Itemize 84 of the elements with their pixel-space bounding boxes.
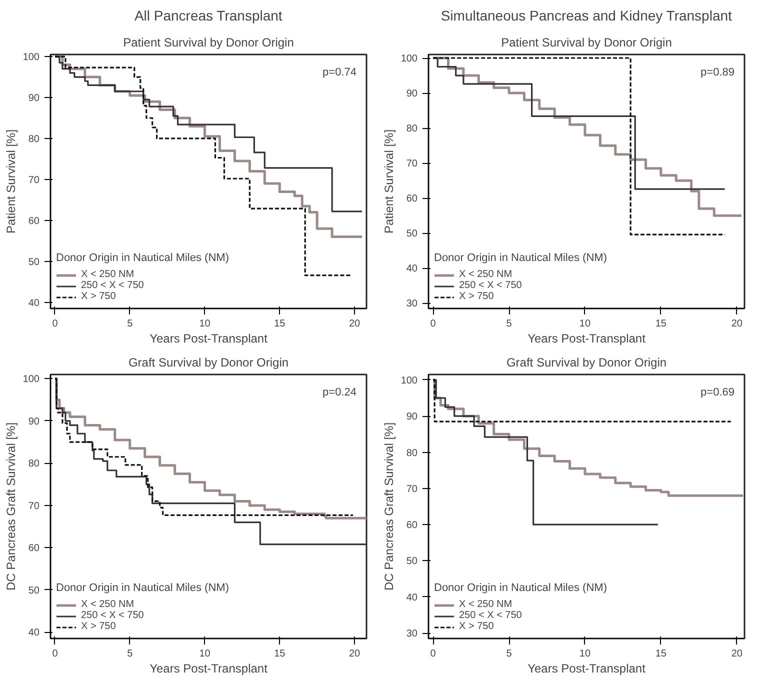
y-tick-label: 80 [28,458,40,470]
y-tick-label: 100 [22,52,40,64]
x-tick-label: 20 [731,318,743,330]
y-tick-label: 70 [406,484,418,495]
x-tick-label: 10 [579,318,591,330]
x-tick-label: 15 [274,318,286,330]
x-axis-title: Years Post-Transplant [528,662,646,676]
x-tick-label: 20 [348,318,361,330]
annotation: p=0.69 [700,386,734,398]
x-tick-label: 5 [127,318,134,330]
y-tick-label: 50 [406,228,418,240]
legend-label: X > 750 [81,291,116,302]
x-tick-label: 15 [655,318,667,330]
chart-title: Graft Survival by Donor Origin [506,356,667,370]
legend-label: 250 < X < 750 [459,280,522,291]
x-axis-title: Years Post-Transplant [528,332,646,346]
y-tick-label: 40 [28,628,40,639]
y-tick-label: 40 [28,298,40,309]
y-tick-label: 90 [28,93,40,104]
y-tick-label: 80 [406,124,418,135]
y-tick-label: 90 [406,412,418,423]
y-tick-label: 100 [400,54,418,65]
annotation: p=0.89 [700,66,734,78]
y-tick-label: 60 [406,520,418,532]
legend-label: 250 < X < 750 [81,610,144,621]
y-tick-label: 100 [400,375,418,386]
y-axis-title: DC Pancreas Graft Survival [%] [382,422,396,591]
y-tick-label: 40 [406,592,418,604]
y-tick-label: 40 [406,264,418,275]
y-tick-label: 90 [28,416,40,428]
y-axis-title: DC Pancreas Graft Survival [%] [4,422,18,591]
x-tick-label: 20 [348,648,361,660]
x-tick-label: 0 [430,648,436,660]
x-tick-label: 0 [52,648,58,660]
x-axis-title: Years Post-Transplant [150,662,268,676]
x-tick-label: 5 [127,648,134,660]
y-tick-label: 70 [28,500,40,512]
y-tick-label: 50 [28,585,40,596]
y-axis-title: Patient Survival [%] [4,129,18,234]
annotation: p=0.74 [322,66,356,78]
x-tick-label: 15 [655,648,667,660]
y-tick-label: 50 [28,256,40,268]
y-tick-label: 60 [406,194,418,205]
x-tick-label: 20 [731,648,743,660]
x-tick-label: 5 [506,648,512,660]
y-tick-label: 60 [28,216,40,227]
x-tick-label: 15 [274,648,286,660]
y-tick-label: 70 [28,174,40,186]
legend-label: X > 750 [459,291,494,302]
chart-title: Graft Survival by Donor Origin [128,356,289,370]
y-tick-label: 30 [406,298,418,310]
legend-title: Donor Origin in Nautical Miles (NM) [56,582,229,594]
legend-label: X < 250 NM [459,269,512,280]
x-axis-title: Years Post-Transplant [150,332,268,346]
y-tick-label: 100 [22,374,40,386]
legend-label: X > 750 [459,621,494,632]
x-tick-label: 10 [199,648,211,660]
y-axis-title: Patient Survival [%] [382,129,396,234]
y-tick-label: 90 [406,88,418,100]
chart-title: Patient Survival by Donor Origin [123,36,294,50]
x-tick-label: 10 [579,648,591,660]
legend-label: X < 250 NM [459,599,512,610]
legend-title: Donor Origin in Nautical Miles (NM) [434,582,607,594]
chart-title: Patient Survival by Donor Origin [501,36,672,50]
x-tick-label: 5 [506,318,512,330]
x-tick-label: 0 [430,318,436,330]
legend-title: Donor Origin in Nautical Miles (NM) [434,252,607,264]
y-tick-label: 80 [406,448,418,459]
x-tick-label: 0 [52,318,58,330]
y-tick-label: 60 [28,543,40,554]
y-tick-label: 50 [406,556,418,568]
annotation: p=0.24 [322,386,356,398]
y-tick-label: 80 [28,134,40,145]
legend-label: X < 250 NM [81,269,134,280]
x-tick-label: 10 [199,318,211,330]
y-tick-label: 70 [406,158,418,170]
legend-label: 250 < X < 750 [459,610,522,621]
chart-subtitle: All Pancreas Transplant [134,8,282,24]
chart-subtitle: Simultaneous Pancreas and Kidney Transplant [440,8,732,24]
legend-title: Donor Origin in Nautical Miles (NM) [56,252,229,264]
y-tick-label: 30 [406,628,418,640]
legend-label: X > 750 [81,621,116,632]
legend-label: 250 < X < 750 [81,280,144,291]
legend-label: X < 250 NM [81,599,134,610]
